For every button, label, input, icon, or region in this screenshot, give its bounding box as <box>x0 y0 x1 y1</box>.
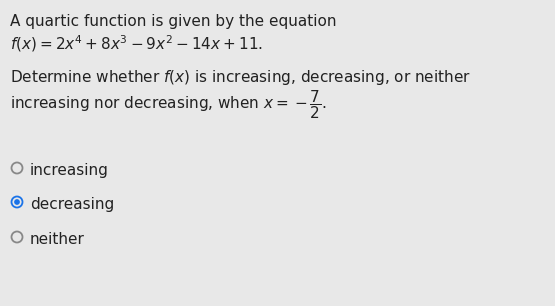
Text: decreasing: decreasing <box>30 197 114 212</box>
Circle shape <box>14 199 20 205</box>
Text: neither: neither <box>30 233 85 248</box>
Text: $f(x) = 2x^4 + 8x^3 - 9x^2 - 14x + 11.$: $f(x) = 2x^4 + 8x^3 - 9x^2 - 14x + 11.$ <box>10 33 263 54</box>
Text: increasing: increasing <box>30 163 109 178</box>
Text: A quartic function is given by the equation: A quartic function is given by the equat… <box>10 14 336 29</box>
Text: Determine whether $f(x)$ is increasing, decreasing, or neither: Determine whether $f(x)$ is increasing, … <box>10 68 471 87</box>
Text: increasing nor decreasing, when $x = -\dfrac{7}{2}.$: increasing nor decreasing, when $x = -\d… <box>10 88 327 121</box>
